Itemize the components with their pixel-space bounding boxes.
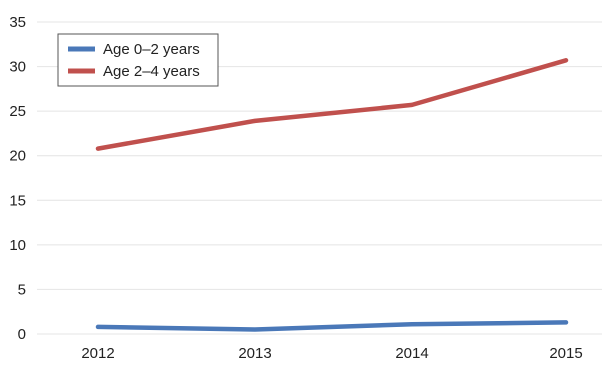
y-tick-label: 0: [18, 326, 26, 343]
legend-box: [57, 33, 219, 87]
y-tick-label: 5: [18, 281, 26, 298]
x-tick-label: 2014: [395, 345, 428, 362]
legend-label-1: Age 0–2 years: [103, 41, 200, 58]
y-axis-tick-labels: 0 5 10 15 20 25 30 35: [9, 14, 26, 343]
x-tick-label: 2013: [238, 345, 271, 362]
series-line-1: [95, 320, 569, 332]
legend: Age 0–2 years Age 2–4 years: [57, 33, 219, 87]
legend-label-2: Age 2–4 years: [103, 63, 200, 80]
y-tick-label: 35: [9, 14, 26, 31]
y-tick-label: 10: [9, 237, 26, 254]
x-tick-label: 2015: [549, 345, 582, 362]
y-tick-label: 30: [9, 59, 26, 76]
x-axis-tick-labels: 2012 2013 2014 2015: [81, 345, 582, 362]
series-lines: [95, 58, 569, 332]
y-tick-label: 20: [9, 148, 26, 165]
y-tick-label: 15: [9, 192, 26, 209]
y-tick-label: 25: [9, 103, 26, 120]
series-line-2: [95, 58, 569, 151]
x-tick-label: 2012: [81, 345, 114, 362]
